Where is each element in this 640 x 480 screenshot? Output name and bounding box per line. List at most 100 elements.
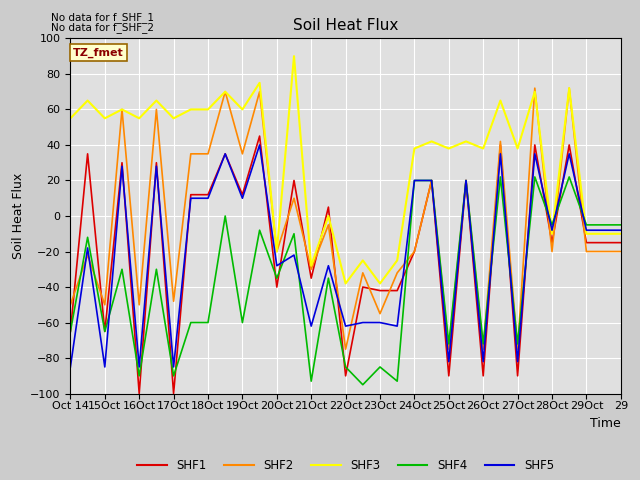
Line: SHF5: SHF5 <box>70 145 621 367</box>
SHF1 <box>170 391 177 396</box>
SHF2 <box>445 347 452 352</box>
SHF4 <box>256 228 264 233</box>
SHF2 <box>565 85 573 91</box>
SHF2 <box>273 249 280 254</box>
SHF1 <box>239 192 246 198</box>
SHF3 <box>376 281 384 287</box>
Line: SHF2: SHF2 <box>70 88 621 349</box>
SHF1 <box>514 373 522 379</box>
Text: No data for f_SHF_2: No data for f_SHF_2 <box>51 22 154 33</box>
SHF2 <box>479 347 487 352</box>
SHF2 <box>204 151 212 156</box>
SHF4 <box>67 328 74 334</box>
SHF2 <box>394 270 401 276</box>
SHF4 <box>565 174 573 180</box>
SHF3 <box>273 249 280 254</box>
SHF1 <box>548 240 556 246</box>
SHF1 <box>256 133 264 139</box>
SHF1 <box>565 142 573 148</box>
SHF4 <box>221 213 229 219</box>
SHF1 <box>394 288 401 293</box>
SHF4 <box>136 373 143 379</box>
SHF4 <box>101 328 109 334</box>
SHF4 <box>324 276 332 281</box>
SHF3 <box>359 257 367 263</box>
SHF2 <box>462 178 470 183</box>
SHF3 <box>307 263 315 269</box>
SHF1 <box>428 178 435 183</box>
Text: TZ_fmet: TZ_fmet <box>73 47 124 58</box>
SHF1 <box>445 373 452 379</box>
SHF4 <box>204 320 212 325</box>
SHF1 <box>221 151 229 156</box>
SHF2 <box>256 89 264 95</box>
SHF2 <box>411 249 419 254</box>
SHF2 <box>221 89 229 95</box>
SHF2 <box>239 151 246 156</box>
SHF3 <box>221 89 229 95</box>
SHF3 <box>101 115 109 121</box>
SHF2 <box>152 107 160 112</box>
SHF3 <box>256 80 264 85</box>
SHF5 <box>324 263 332 269</box>
SHF1 <box>290 178 298 183</box>
SHF3 <box>462 139 470 144</box>
SHF1 <box>152 160 160 166</box>
SHF4 <box>84 234 92 240</box>
SHF3 <box>136 115 143 121</box>
SHF5 <box>118 163 126 169</box>
SHF5 <box>394 323 401 329</box>
SHF2 <box>600 249 607 254</box>
SHF2 <box>170 299 177 304</box>
SHF3 <box>428 139 435 144</box>
Line: SHF4: SHF4 <box>70 177 621 385</box>
SHF1 <box>462 178 470 183</box>
SHF4 <box>428 178 435 183</box>
SHF3 <box>118 107 126 112</box>
SHF5 <box>359 320 367 325</box>
SHF5 <box>84 245 92 251</box>
SHF2 <box>67 302 74 308</box>
SHF3 <box>531 89 539 95</box>
SHF4 <box>187 320 195 325</box>
SHF4 <box>497 174 504 180</box>
SHF3 <box>565 85 573 91</box>
SHF3 <box>497 98 504 104</box>
SHF5 <box>221 151 229 156</box>
SHF5 <box>565 151 573 156</box>
SHF5 <box>136 364 143 370</box>
SHF5 <box>411 178 419 183</box>
SHF4 <box>479 341 487 347</box>
SHF2 <box>376 311 384 317</box>
SHF1 <box>376 288 384 293</box>
SHF5 <box>479 359 487 364</box>
SHF4 <box>582 222 590 228</box>
SHF4 <box>290 231 298 237</box>
SHF5 <box>187 195 195 201</box>
SHF1 <box>411 249 419 254</box>
SHF5 <box>462 178 470 183</box>
SHF4 <box>307 378 315 384</box>
SHF3 <box>411 145 419 151</box>
SHF1 <box>600 240 607 246</box>
SHF1 <box>187 192 195 198</box>
SHF4 <box>617 222 625 228</box>
SHF1 <box>479 373 487 379</box>
SHF1 <box>101 328 109 334</box>
SHF4 <box>411 178 419 183</box>
SHF1 <box>531 142 539 148</box>
SHF4 <box>531 174 539 180</box>
SHF4 <box>342 364 349 370</box>
SHF5 <box>239 195 246 201</box>
SHF4 <box>118 266 126 272</box>
SHF4 <box>239 320 246 325</box>
SHF1 <box>617 240 625 246</box>
SHF5 <box>582 228 590 233</box>
SHF5 <box>445 359 452 364</box>
Legend: SHF1, SHF2, SHF3, SHF4, SHF5: SHF1, SHF2, SHF3, SHF4, SHF5 <box>132 454 559 477</box>
SHF4 <box>359 382 367 388</box>
Title: Soil Heat Flux: Soil Heat Flux <box>293 18 398 33</box>
SHF4 <box>462 178 470 183</box>
SHF2 <box>617 249 625 254</box>
SHF1 <box>136 391 143 396</box>
